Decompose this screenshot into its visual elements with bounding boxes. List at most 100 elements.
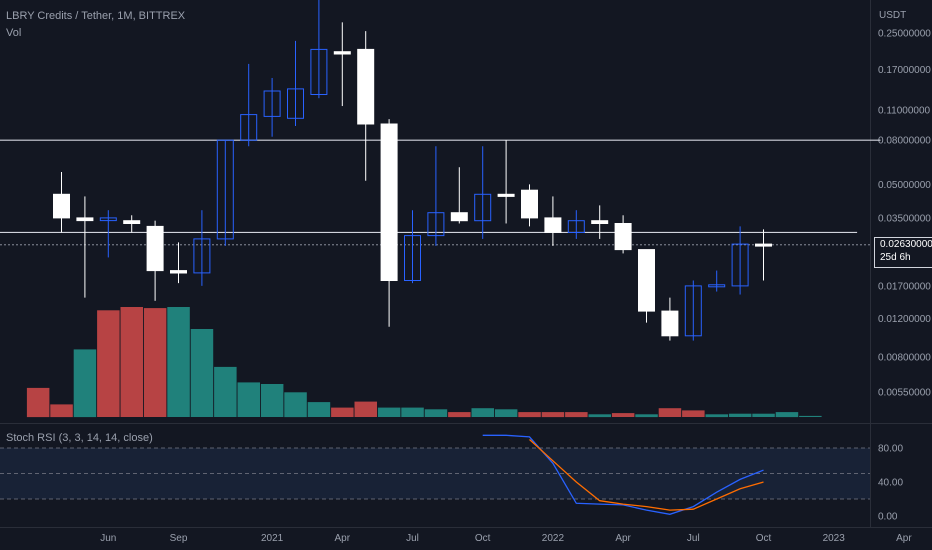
candle-body — [193, 238, 211, 274]
time-axis-tick: 2022 — [542, 533, 565, 544]
rsi-k-line — [482, 434, 764, 515]
time-axis-tick: Apr — [615, 533, 631, 544]
volume-bar — [260, 384, 284, 417]
candle-body — [708, 284, 726, 288]
volume-bar — [588, 414, 611, 418]
volume-bar — [377, 407, 401, 417]
candle-body — [567, 220, 585, 233]
price-axis-tick: 0.25000000 — [878, 29, 931, 40]
candle-body — [146, 225, 164, 272]
last-price-value: 0.02630000 — [880, 239, 932, 250]
volume-bar — [518, 412, 541, 418]
candle-body — [450, 212, 468, 222]
candle-body — [99, 217, 117, 222]
candle-body — [216, 139, 234, 240]
candle-body — [521, 189, 538, 219]
candle-body — [591, 220, 609, 224]
volume-bar — [682, 410, 705, 417]
volume-bar — [611, 413, 635, 417]
time-axis-tick: Oct — [756, 533, 772, 544]
candle-body — [287, 88, 304, 119]
volume-bar — [565, 412, 588, 418]
rsi-axis-tick: 40.00 — [878, 478, 903, 489]
candle-body — [661, 310, 679, 337]
volume-bar — [143, 308, 167, 417]
time-axis-tick: Oct — [475, 533, 491, 544]
volume-bar — [50, 404, 73, 418]
volume-bar — [167, 307, 190, 417]
volume-bar — [424, 409, 448, 417]
volume-bar — [26, 387, 50, 418]
candle-body — [731, 243, 749, 287]
volume-bar — [728, 413, 752, 417]
rsi-d-line — [529, 439, 764, 511]
time-axis-tick: Jul — [406, 533, 419, 544]
candle-body — [240, 114, 258, 141]
candle-body — [638, 249, 655, 312]
volume-bar — [494, 409, 518, 417]
volume-bar — [284, 392, 307, 418]
volume-bar — [354, 401, 377, 417]
time-axis-tick: Apr — [896, 533, 912, 544]
volume-bar — [237, 382, 260, 417]
stoch-rsi-title: Stoch RSI (3, 3, 14, 14, close) — [6, 432, 153, 444]
price-axis-tick: 0.11000000 — [878, 106, 931, 117]
time-axis-tick: Apr — [335, 533, 351, 544]
rsi-axis-tick: 0.00 — [878, 512, 898, 523]
time-axis-tick: Jul — [687, 533, 700, 544]
price-axis-tick: 0.05000000 — [878, 180, 931, 191]
volume-bar — [401, 407, 424, 417]
rsi-axis-tick: 80.00 — [878, 444, 903, 455]
volume-bar — [190, 329, 214, 417]
volume-bar — [214, 366, 237, 417]
last-price-label: 0.02630000 25d 6h — [874, 237, 932, 268]
price-axis-tick: 0.01200000 — [878, 314, 931, 325]
candle-body — [333, 51, 351, 55]
candle-body — [474, 193, 492, 222]
candle-body — [380, 123, 398, 281]
time-axis-tick: Sep — [170, 533, 188, 544]
candle-body — [76, 217, 94, 222]
candle-body — [684, 285, 702, 337]
candle-body — [123, 220, 141, 224]
volume-bar — [307, 402, 331, 417]
volume-bar — [705, 414, 728, 418]
candle-body — [357, 48, 375, 125]
candle-body — [404, 235, 421, 282]
price-axis-tick: 0.17000000 — [878, 65, 931, 76]
candle-body — [427, 212, 445, 237]
volume-bar — [331, 407, 354, 417]
price-axis-tick: 0.00800000 — [878, 352, 931, 363]
volume-bar — [97, 310, 120, 417]
price-axis-tick: 0.03500000 — [878, 213, 931, 224]
candle-body — [53, 193, 70, 219]
candle-body — [170, 270, 187, 274]
volume-bar — [799, 415, 822, 417]
candle-body — [755, 243, 772, 247]
candle-body — [614, 223, 632, 251]
volume-bar — [752, 413, 775, 417]
price-axis-tick: 0.08000000 — [878, 136, 931, 147]
volume-bar — [120, 307, 143, 417]
volume-bar — [635, 414, 658, 418]
countdown-value: 25d 6h — [880, 252, 911, 263]
candle-body — [310, 48, 328, 95]
volume-bar — [775, 412, 799, 418]
currency-label: USDT — [879, 10, 907, 21]
price-axis-tick: 0.01700000 — [878, 281, 931, 292]
symbol-title: LBRY Credits / Tether, 1M, BITTREX — [6, 10, 186, 22]
time-axis-tick: 2021 — [261, 533, 284, 544]
candle-body — [263, 90, 281, 117]
volume-bar — [471, 408, 494, 417]
volume-bar — [448, 412, 471, 418]
volume-bar — [658, 408, 682, 417]
volume-bar — [541, 412, 565, 418]
time-axis-tick: 2023 — [823, 533, 846, 544]
candle-body — [544, 217, 562, 233]
volume-bar — [73, 349, 97, 418]
candle-body — [497, 193, 515, 197]
volume-label: Vol — [6, 27, 22, 39]
time-axis-tick: Jun — [100, 533, 116, 544]
